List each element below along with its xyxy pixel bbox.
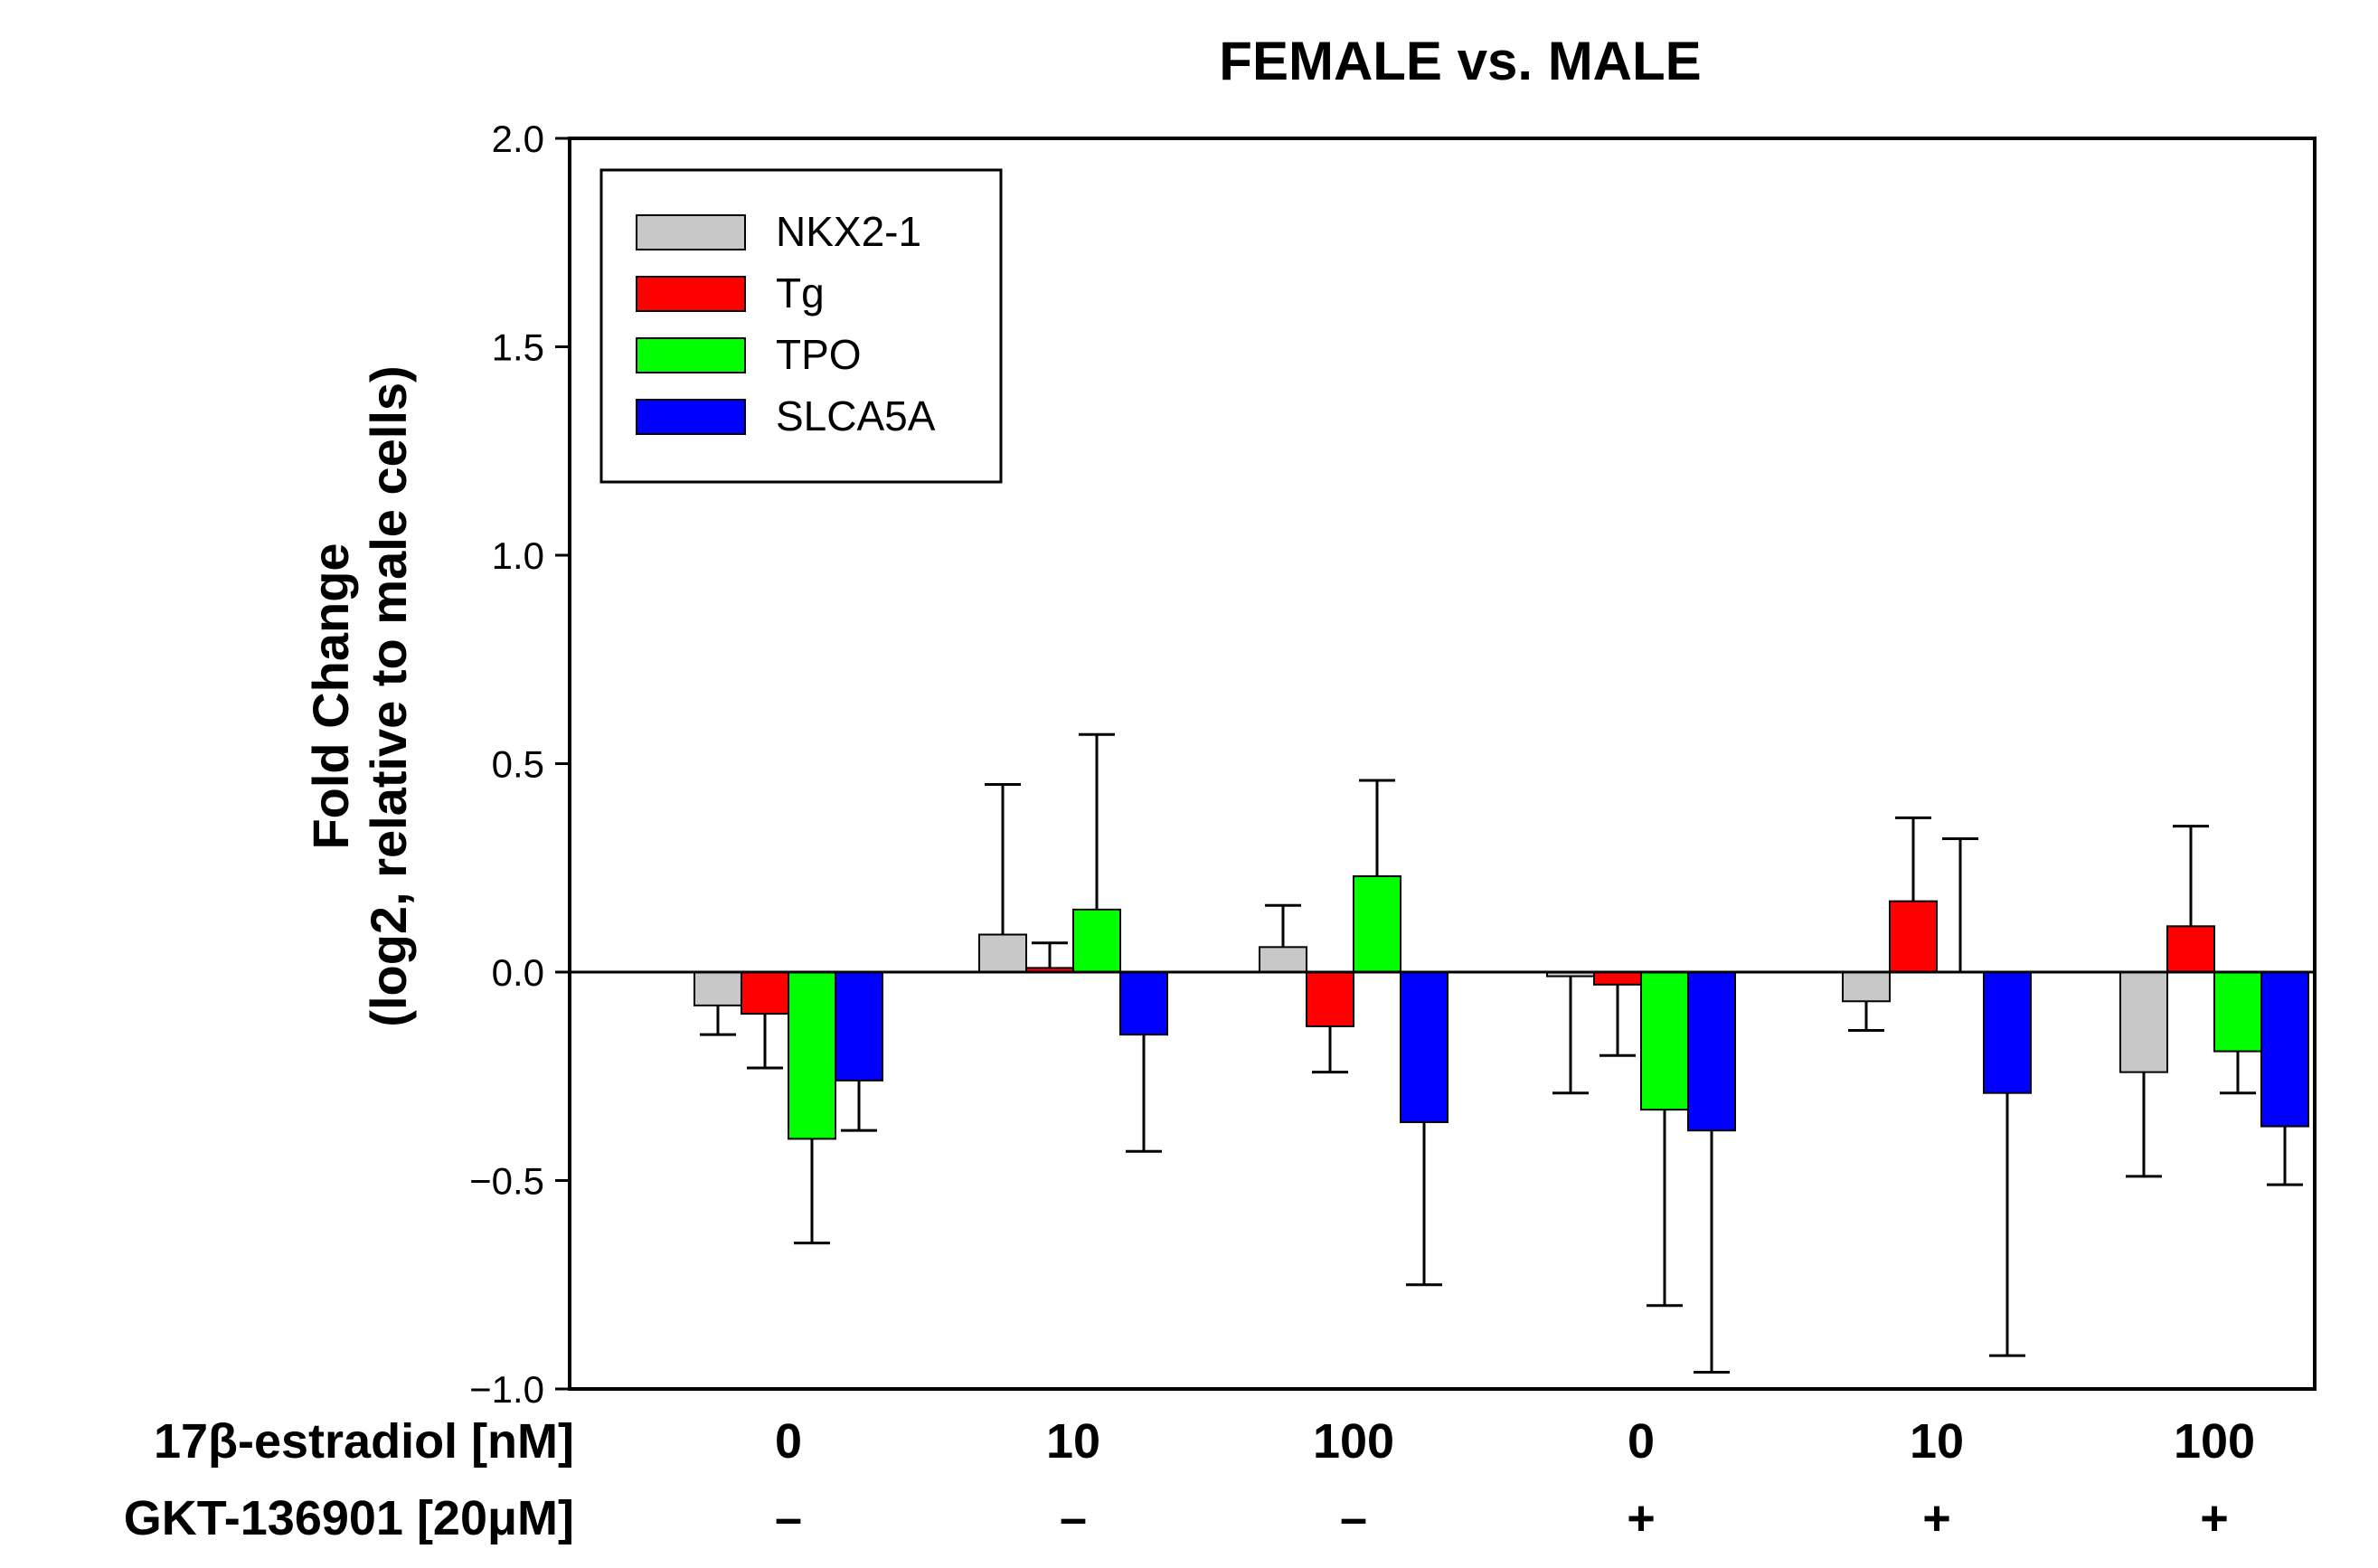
bar-tg-1	[741, 971, 789, 1015]
row-label-gkt: GKT-136901 [20μM]	[124, 1491, 574, 1545]
bar-nkx2-1-6	[2119, 971, 2168, 1073]
bar-slca5a-3	[1400, 971, 1449, 1123]
legend-swatch-tg	[636, 276, 746, 312]
bar-nkx2-1-5	[1842, 971, 1891, 1003]
bar-tg-5	[1889, 900, 1938, 974]
y-axis-title-line1: Fold Change	[302, 543, 359, 849]
y-tick-label: 2.0	[492, 118, 544, 160]
estradiol-label-4: 0	[1628, 1414, 1655, 1469]
legend-swatch-nkx2-1	[636, 214, 746, 250]
y-tick-label: 1.0	[492, 534, 544, 577]
bar-series	[694, 874, 2309, 1140]
bar-nkx2-1-1	[694, 971, 742, 1006]
y-tick-label: 1.5	[492, 326, 544, 369]
y-axis-ticks: −1.0 −0.5 0.0 0.5 1.0 1.5 2.0	[469, 118, 570, 1411]
y-tick-label: −0.5	[469, 1160, 544, 1203]
bar-tpo-3	[1353, 874, 1401, 973]
gkt-label-6: +	[2200, 1491, 2229, 1545]
bar-slca5a-5	[1983, 971, 2032, 1094]
estradiol-label-5: 10	[1910, 1414, 1964, 1469]
bar-tpo-4	[1640, 971, 1689, 1111]
legend-label-nkx2-1: NKX2-1	[776, 208, 921, 255]
estradiol-label-6: 100	[2174, 1414, 2255, 1469]
bar-nkx2-1-2	[978, 933, 1027, 974]
y-axis-title-line2: (log2, relative to male cells)	[360, 365, 417, 1026]
bar-tg-4	[1593, 971, 1642, 986]
chart-title: FEMALE vs. MALE	[1219, 31, 1701, 91]
gkt-label-2: –	[1060, 1491, 1087, 1545]
gkt-label-3: –	[1340, 1491, 1367, 1545]
bar-tpo-1	[788, 971, 836, 1140]
legend-label-slca5a: SLCA5A	[776, 392, 936, 439]
category-labels: 0 – 10 – 100 – 0 +10 +100 +	[775, 1414, 2255, 1545]
bar-tg-6	[2166, 925, 2215, 974]
bar-tpo-2	[1072, 908, 1121, 973]
error-bars	[700, 732, 2303, 1374]
legend: NKX2-1 Tg TPO SLCA5A	[599, 168, 1003, 484]
row-label-estradiol: 17β-estradiol [nM]	[154, 1414, 574, 1469]
bar-slca5a-2	[1119, 971, 1168, 1036]
estradiol-label-2: 10	[1046, 1414, 1100, 1469]
y-tick-label: −1.0	[469, 1368, 544, 1411]
bar-tpo-6	[2213, 971, 2262, 1053]
y-tick-label: 0.0	[492, 951, 544, 994]
y-axis-title: Fold Change (log2, relative to male cell…	[302, 365, 417, 1026]
legend-swatch-tpo	[636, 337, 746, 373]
plot-frame	[568, 137, 2317, 1391]
legend-swatch-slca5a	[636, 399, 746, 435]
gkt-label-1: –	[775, 1491, 802, 1545]
gkt-label-5: +	[1922, 1491, 1951, 1545]
bar-tg-3	[1306, 971, 1354, 1027]
bar-slca5a-6	[2260, 971, 2309, 1128]
legend-label-tg: Tg	[776, 269, 825, 316]
estradiol-label-3: 100	[1313, 1414, 1394, 1469]
estradiol-label-1: 0	[775, 1414, 802, 1469]
bar-slca5a-4	[1687, 971, 1736, 1132]
bar-slca5a-1	[835, 971, 883, 1082]
bar-nkx2-1-3	[1259, 946, 1307, 973]
gkt-label-4: +	[1627, 1491, 1656, 1545]
y-tick-label: 0.5	[492, 743, 544, 786]
legend-label-tpo: TPO	[776, 331, 862, 378]
